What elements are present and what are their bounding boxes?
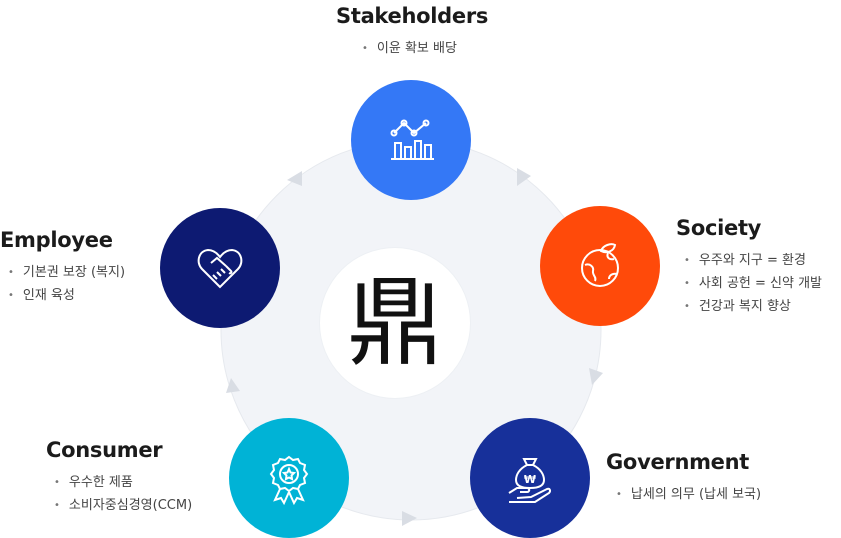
list-item: 소비자중심경영(CCM) [54, 495, 192, 518]
svg-text:₩: ₩ [524, 473, 536, 486]
money-bag-hand-icon: ₩ [508, 458, 552, 503]
consumer-node [229, 418, 349, 538]
growth-chart-icon [390, 119, 434, 160]
cycle-arrow [589, 368, 603, 385]
handshake-heart-icon [197, 248, 243, 289]
stakeholders-title: Stakeholders [336, 4, 489, 28]
cycle-arrow [287, 171, 302, 186]
center-logo: 鼎 [320, 248, 470, 398]
list-item: 기본권 보장 (복지) [8, 262, 125, 285]
government-label: Government 납세의 의무 (납세 보국) [606, 450, 761, 507]
society-label: Society 우주와 지구 = 환경 사회 공헌 = 신약 개발 건강과 복지… [676, 216, 822, 319]
list-item: 납세의 의무 (납세 보국) [616, 484, 761, 507]
stakeholders-label: Stakeholders 이윤 확보 배당 [336, 4, 488, 61]
government-node: ₩ [470, 418, 590, 538]
stakeholders-node [351, 80, 471, 200]
list-item: 우주와 지구 = 환경 [684, 250, 822, 273]
list-item: 이윤 확보 배당 [362, 38, 488, 61]
award-medal-icon [269, 455, 309, 505]
center-logo-glyph: 鼎 [347, 267, 443, 379]
cycle-arrow [517, 168, 531, 186]
list-item: 건강과 복지 향상 [684, 296, 822, 319]
globe-leaf-icon [581, 243, 619, 287]
employee-node [160, 208, 280, 328]
society-node [540, 206, 660, 326]
society-title: Society [676, 216, 762, 240]
cycle-arrow [226, 378, 240, 393]
consumer-title: Consumer [46, 438, 163, 462]
consumer-label: Consumer 우수한 제품 소비자중심경영(CCM) [46, 438, 192, 518]
list-item: 우수한 제품 [54, 472, 192, 495]
cycle-arrow [402, 511, 417, 526]
list-item: 인재 육성 [8, 285, 125, 308]
list-item: 사회 공헌 = 신약 개발 [684, 273, 822, 296]
government-title: Government [606, 450, 750, 474]
employee-title: Employee [0, 228, 113, 252]
employee-label: Employee 기본권 보장 (복지) 인재 육성 [0, 228, 125, 308]
